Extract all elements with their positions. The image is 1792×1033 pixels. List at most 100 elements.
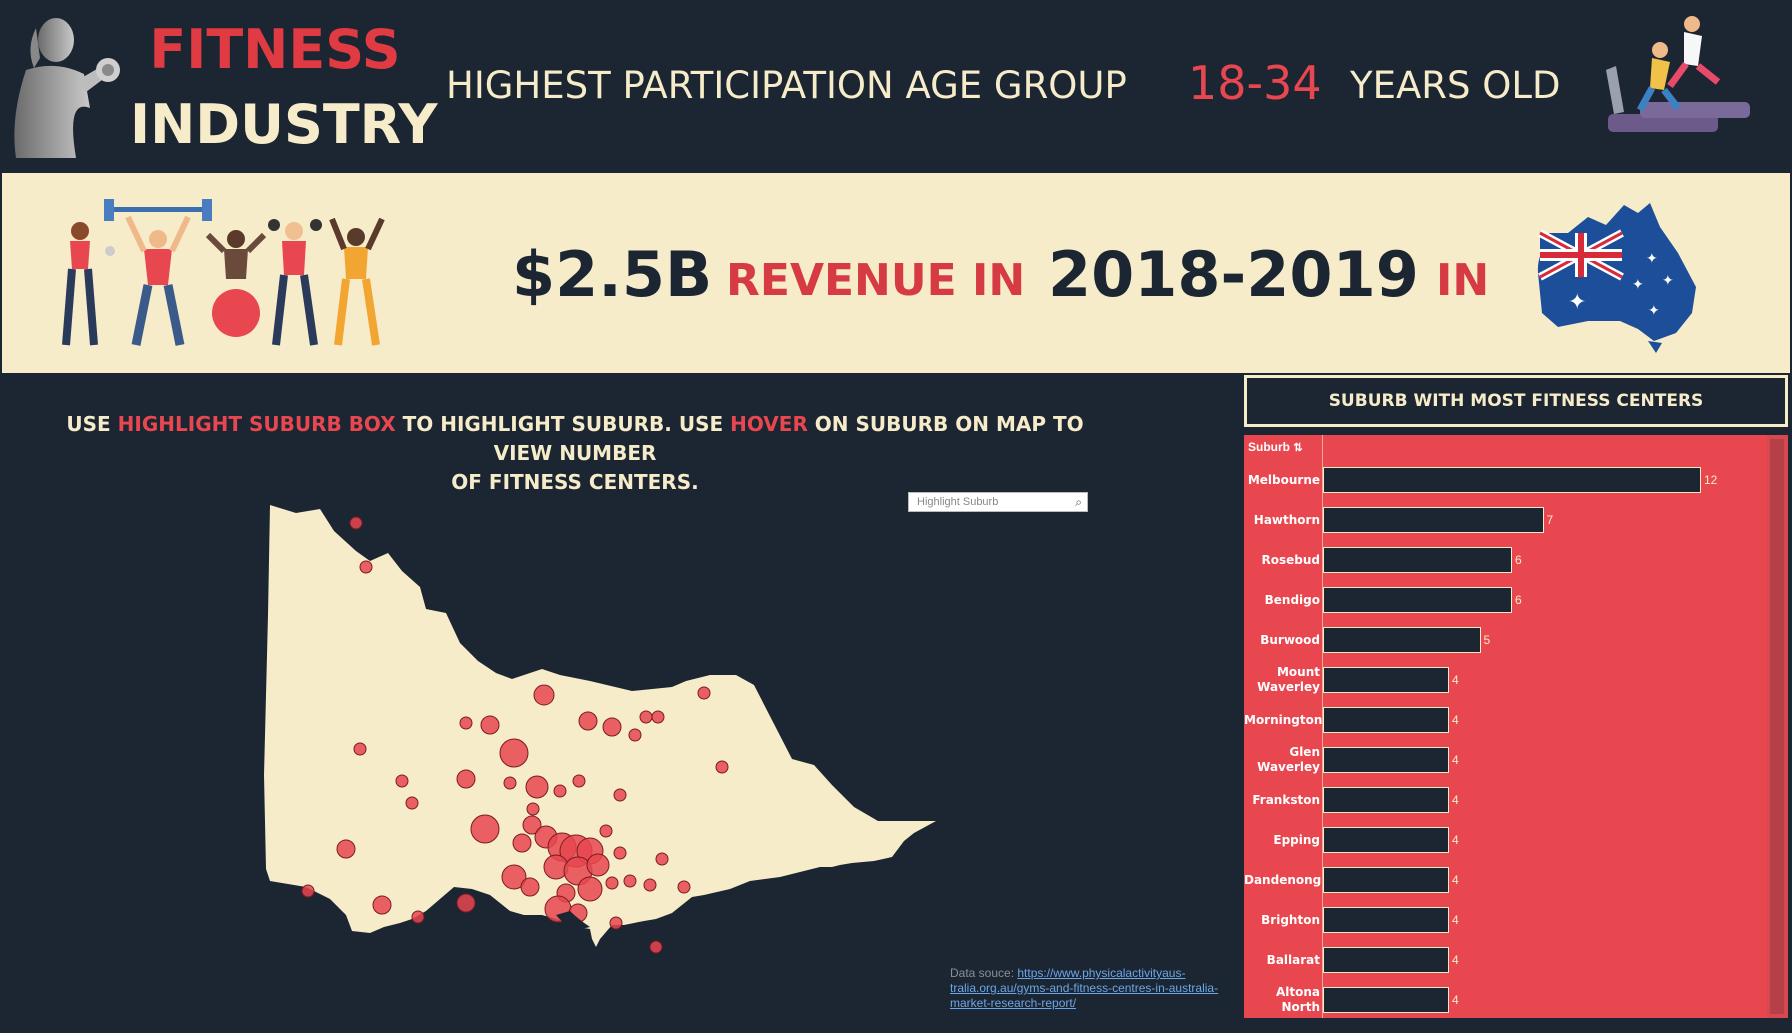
bar[interactable] xyxy=(1323,787,1449,813)
marker[interactable] xyxy=(503,776,517,790)
bar-value-label: 4 xyxy=(1452,953,1459,967)
marker[interactable] xyxy=(372,895,392,915)
bar[interactable] xyxy=(1323,827,1449,853)
marker[interactable] xyxy=(613,846,627,860)
bar[interactable] xyxy=(1323,627,1481,653)
bar[interactable] xyxy=(1323,987,1449,1013)
bar-value-label: 5 xyxy=(1483,633,1491,647)
marker[interactable] xyxy=(411,910,425,924)
marker[interactable] xyxy=(522,815,542,835)
bar-label: Glen Waverley xyxy=(1257,745,1320,774)
bar-value-label: 4 xyxy=(1452,673,1459,687)
marker[interactable] xyxy=(578,711,598,731)
marker[interactable] xyxy=(586,853,610,877)
marker[interactable] xyxy=(639,710,653,724)
marker[interactable] xyxy=(602,717,622,737)
bar-value-label: 4 xyxy=(1452,873,1459,887)
bar-label: Brighton xyxy=(1261,912,1320,927)
search-icon[interactable]: ⌕ xyxy=(1075,495,1082,509)
bar-scrollbar[interactable] xyxy=(1767,435,1788,1018)
scrollbar-thumb[interactable] xyxy=(1770,439,1784,1014)
bar[interactable] xyxy=(1323,867,1449,893)
bar[interactable] xyxy=(1323,547,1512,573)
suburb-bar-chart[interactable]: Suburb ⇅ Melbourne 12 Hawthorn 7 Rosebud 6 Ben… xyxy=(1244,435,1767,1018)
marker[interactable] xyxy=(459,716,473,730)
marker[interactable] xyxy=(572,774,586,788)
marker[interactable] xyxy=(623,874,637,888)
bar-panel-title: SUBURB WITH MOST FITNESS CENTERS xyxy=(1244,375,1788,427)
bar-value-label: 7 xyxy=(1546,513,1554,527)
tagline-age: 18-34 xyxy=(1188,56,1322,110)
fitness-center-markers[interactable] xyxy=(301,516,729,954)
marker[interactable] xyxy=(533,684,555,706)
source-label: Data souce: xyxy=(950,966,1018,980)
highlight-suburb-search[interactable]: Highlight Suburb ⌕ xyxy=(908,492,1088,512)
instr-text-4: OF FITNESS CENTERS. xyxy=(451,470,699,494)
svg-text:✦: ✦ xyxy=(1568,290,1586,315)
revenue-years: 2018-2019 xyxy=(1048,238,1419,311)
marker[interactable] xyxy=(715,760,729,774)
bar[interactable] xyxy=(1323,507,1544,533)
marker[interactable] xyxy=(405,796,419,810)
marker[interactable] xyxy=(628,728,642,742)
revenue-label: REVENUE IN xyxy=(726,255,1026,306)
marker[interactable] xyxy=(456,769,476,789)
marker[interactable] xyxy=(470,814,500,844)
bar[interactable] xyxy=(1323,587,1512,613)
bar-label: Bendigo xyxy=(1264,592,1320,607)
marker[interactable] xyxy=(480,715,500,735)
marker[interactable] xyxy=(643,878,657,892)
marker[interactable] xyxy=(395,774,409,788)
bar-value-label: 4 xyxy=(1452,753,1459,767)
marker[interactable] xyxy=(501,864,527,890)
marker[interactable] xyxy=(336,839,356,859)
marker[interactable] xyxy=(499,738,529,768)
marker[interactable] xyxy=(525,775,549,799)
marker[interactable] xyxy=(520,877,540,897)
bar[interactable] xyxy=(1323,707,1449,733)
bar[interactable] xyxy=(1323,907,1449,933)
marker[interactable] xyxy=(605,876,619,890)
source-link[interactable]: https://www.physicalactivityaus-tralia.o… xyxy=(950,966,1219,1010)
svg-text:✦: ✦ xyxy=(1646,251,1658,267)
bar-label: Ballarat xyxy=(1266,952,1320,967)
marker[interactable] xyxy=(512,833,532,853)
bar[interactable] xyxy=(1323,667,1449,693)
bar-label: Dandenong xyxy=(1244,872,1322,887)
marker[interactable] xyxy=(301,884,315,898)
bar-value-label: 4 xyxy=(1452,833,1459,847)
marker[interactable] xyxy=(651,710,665,724)
bar-label: Mornington xyxy=(1244,712,1323,727)
bar-label: Hawthorn xyxy=(1253,512,1320,527)
marker[interactable] xyxy=(609,916,623,930)
search-placeholder: Highlight Suburb xyxy=(917,496,999,508)
marker[interactable] xyxy=(349,516,363,530)
marker[interactable] xyxy=(613,788,627,802)
instr-highlight-hover: HOVER xyxy=(730,412,808,436)
victoria-map[interactable] xyxy=(260,495,940,985)
marker[interactable] xyxy=(359,560,373,574)
marker[interactable] xyxy=(456,893,476,913)
marker[interactable] xyxy=(353,742,367,756)
marker[interactable] xyxy=(599,824,613,838)
marker[interactable] xyxy=(526,802,540,816)
bar-value-label: 6 xyxy=(1515,593,1522,607)
sort-icon[interactable]: ⇅ xyxy=(1293,442,1303,454)
marker[interactable] xyxy=(649,940,663,954)
bar[interactable] xyxy=(1323,947,1449,973)
data-source-note: Data souce: https://www.physicalactivity… xyxy=(950,966,1240,1011)
marker[interactable] xyxy=(577,876,603,902)
suburb-column-header[interactable]: Suburb ⇅ xyxy=(1248,440,1303,454)
bar[interactable] xyxy=(1323,747,1449,773)
bar[interactable] xyxy=(1323,467,1701,493)
marker[interactable] xyxy=(697,686,711,700)
marker[interactable] xyxy=(677,880,691,894)
instr-highlight-box: HIGHLIGHT SUBURB BOX xyxy=(117,412,396,436)
bar-value-label: 12 xyxy=(1704,473,1718,487)
revenue-in-word: IN xyxy=(1436,255,1490,306)
svg-text:✦: ✦ xyxy=(1662,273,1674,289)
revenue-amount: $2.5B xyxy=(512,238,713,311)
bar-label: Frankston xyxy=(1252,792,1320,807)
marker[interactable] xyxy=(655,852,669,866)
marker[interactable] xyxy=(553,784,567,798)
